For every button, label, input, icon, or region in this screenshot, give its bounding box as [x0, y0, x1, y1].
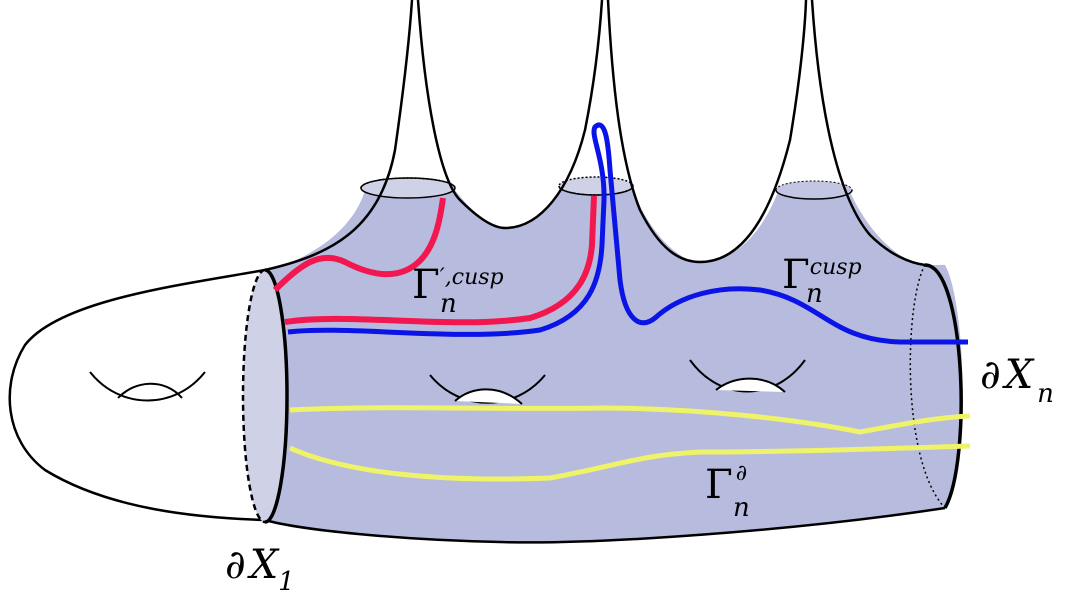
- label: Γ′,cusp: [412, 262, 504, 308]
- surface-bottom: [264, 506, 946, 544]
- handles: [89, 359, 806, 405]
- label-sub: n: [733, 493, 750, 523]
- surface-outline: [264, 0, 926, 272]
- yellow-curve: [288, 443, 971, 482]
- boundary-ellipse: [243, 270, 287, 522]
- boundary-front: [264, 268, 289, 524]
- blue-curve: [287, 122, 968, 345]
- cusp-ellipse-front: [775, 189, 853, 200]
- label: Γ ∂: [705, 461, 747, 508]
- left-cap: [8, 268, 266, 522]
- boundary-back: [909, 264, 946, 509]
- label-sub: n: [440, 289, 457, 319]
- cusp-ellipse-back: [775, 180, 853, 191]
- red-curve: [284, 195, 597, 326]
- label: Γcusp: [782, 252, 862, 298]
- label-sub: n: [806, 279, 823, 309]
- shaded-body: [265, 188, 963, 543]
- red-curve: [272, 197, 446, 293]
- yellow-curve: [289, 405, 971, 435]
- cusp-ellipse: [776, 181, 852, 199]
- cusp-ellipse-front: [558, 185, 634, 196]
- label: ∂ X1: [225, 542, 295, 597]
- boundary-back: [241, 268, 266, 524]
- boundary-front: [924, 263, 963, 509]
